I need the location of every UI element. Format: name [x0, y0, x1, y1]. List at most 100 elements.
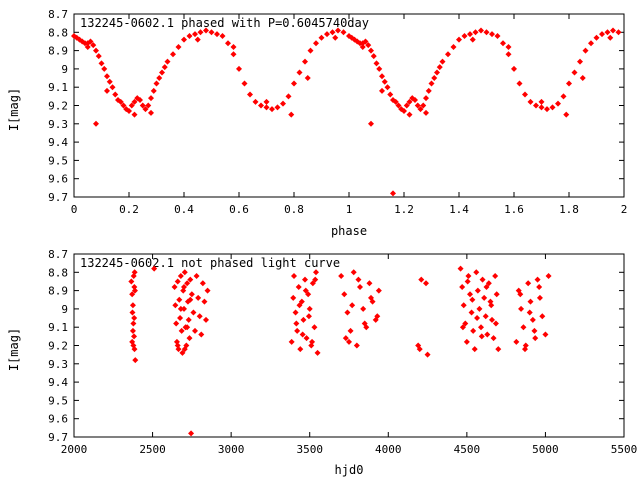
data-point	[175, 43, 182, 50]
data-point	[490, 335, 497, 342]
data-point	[293, 320, 300, 327]
data-point	[309, 338, 316, 345]
data-point	[392, 98, 399, 105]
data-point	[335, 27, 341, 34]
data-point	[347, 327, 354, 334]
data-point	[252, 98, 259, 105]
x-tick-label: 4500	[454, 443, 481, 456]
data-point	[164, 58, 171, 65]
data-point	[300, 316, 307, 323]
data-point	[101, 65, 108, 72]
data-point	[434, 69, 440, 76]
data-point	[615, 29, 622, 36]
data-point	[465, 272, 472, 279]
data-point	[423, 109, 429, 116]
data-point	[236, 65, 242, 72]
data-point	[338, 272, 345, 279]
data-point	[346, 338, 352, 345]
data-point	[295, 283, 302, 290]
data-point	[457, 265, 464, 272]
data-point	[98, 60, 105, 67]
data-point	[194, 36, 201, 43]
x-tick-label: 0	[71, 203, 78, 216]
data-point	[529, 316, 536, 323]
data-point	[132, 357, 139, 364]
data-point	[181, 36, 187, 43]
data-point	[181, 346, 188, 353]
data-point	[171, 283, 178, 290]
data-point	[117, 98, 124, 105]
data-point	[360, 305, 367, 312]
data-point	[467, 31, 473, 38]
y-tick-label: 9.2	[48, 340, 68, 353]
data-point	[588, 40, 594, 47]
data-point	[365, 42, 372, 49]
data-point	[353, 342, 360, 349]
data-point	[263, 104, 270, 111]
data-point	[185, 316, 192, 323]
data-point	[478, 333, 485, 340]
x-tick-label: 1	[346, 203, 353, 216]
data-point	[536, 294, 543, 301]
x-tick-label: 3500	[296, 443, 323, 456]
data-point	[476, 305, 483, 312]
data-point	[288, 338, 295, 345]
data-point	[532, 335, 539, 342]
data-point	[269, 106, 275, 113]
data-point	[538, 104, 545, 111]
data-point	[513, 338, 520, 345]
data-point	[479, 276, 486, 283]
data-point	[173, 320, 180, 327]
data-point	[280, 100, 286, 107]
data-point	[177, 272, 184, 279]
data-point	[302, 276, 308, 283]
data-point	[416, 346, 423, 353]
data-point	[129, 338, 136, 345]
data-point	[291, 80, 297, 87]
data-point	[520, 324, 527, 331]
y-tick-label: 9.5	[48, 394, 68, 407]
data-point	[417, 106, 424, 113]
data-point	[192, 327, 198, 334]
data-point	[181, 269, 188, 276]
data-point	[461, 32, 468, 39]
data-point	[368, 120, 374, 127]
data-point	[288, 111, 295, 118]
data-point	[148, 109, 154, 116]
data-point	[186, 335, 193, 342]
data-point	[174, 278, 181, 285]
x-tick-label: 3000	[218, 443, 245, 456]
data-point	[174, 342, 181, 349]
data-point	[473, 269, 480, 276]
data-point	[329, 29, 336, 36]
data-point	[533, 102, 539, 109]
x-tick-label: 0.4	[174, 203, 194, 216]
data-point	[549, 104, 556, 111]
x-tick-label: 0.2	[119, 203, 139, 216]
data-point	[204, 287, 211, 294]
data-point	[128, 102, 135, 109]
data-point	[186, 32, 193, 39]
x-tick-label: 1.2	[394, 203, 414, 216]
data-point	[555, 100, 561, 107]
data-point	[188, 291, 195, 298]
data-point	[579, 75, 586, 82]
data-point	[379, 87, 385, 94]
data-point	[151, 265, 158, 272]
data-point	[305, 291, 312, 298]
data-point	[368, 294, 374, 301]
y-tick-label: 9	[61, 303, 68, 316]
x-axis-label: hjd0	[335, 463, 364, 477]
data-point	[145, 102, 152, 109]
y-axis-label: I[mag]	[7, 328, 21, 371]
data-point	[470, 327, 477, 334]
data-point	[482, 313, 489, 320]
data-point	[412, 97, 418, 104]
data-point	[423, 280, 429, 287]
data-point	[395, 102, 402, 109]
data-point	[459, 324, 466, 331]
y-tick-label: 9.7	[48, 191, 68, 204]
y-tick-label: 8.7	[48, 248, 68, 261]
data-point	[483, 29, 490, 36]
